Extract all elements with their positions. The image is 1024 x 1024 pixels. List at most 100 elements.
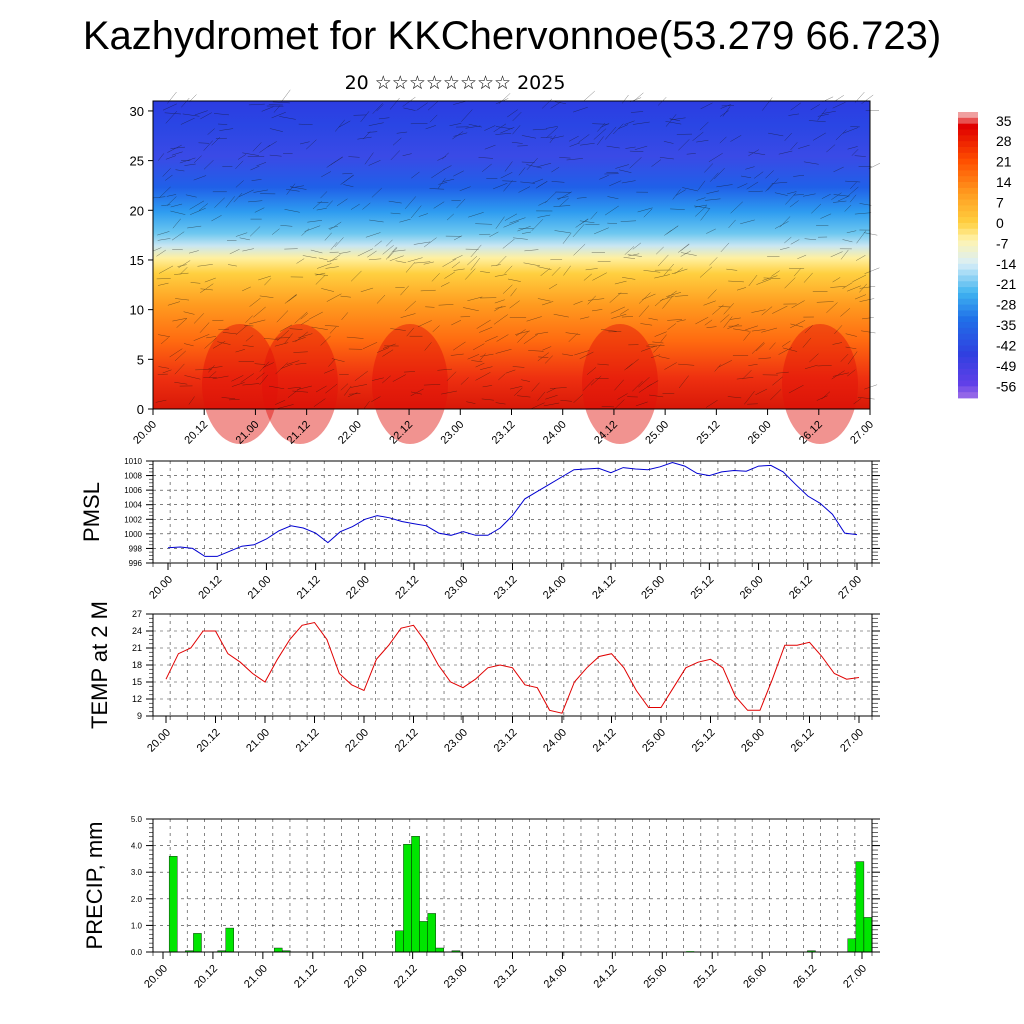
wind-streak (429, 188, 445, 190)
wind-streak (748, 363, 758, 366)
y-tick-label: 18 (132, 660, 142, 670)
wind-streak (606, 145, 620, 149)
wind-streak (425, 125, 436, 130)
wind-streak (582, 379, 595, 391)
wind-streak (809, 353, 819, 363)
wind-streak (221, 397, 236, 399)
wind-streak (452, 131, 464, 140)
wind-streak (335, 119, 345, 132)
wind-streak (620, 220, 637, 222)
wind-streak (500, 172, 513, 179)
wind-streak (503, 220, 519, 228)
y-tick-label: 9 (137, 711, 142, 721)
wind-streak (235, 160, 244, 169)
wind-streak (286, 189, 300, 192)
wind-streak (441, 390, 458, 395)
wind-streak (520, 181, 535, 184)
wind-streak (470, 244, 482, 258)
wind-streak (371, 377, 384, 381)
x-tick-label: 23.00 (442, 574, 470, 602)
wind-streak (461, 109, 473, 122)
wind-streak (195, 369, 212, 371)
wind-streak (656, 246, 664, 255)
wind-streak (512, 111, 522, 122)
wind-streak (253, 189, 269, 193)
colorbar-band (958, 252, 978, 259)
wind-streak (614, 379, 624, 391)
wind-streak (479, 353, 486, 361)
wind-streak (279, 116, 296, 120)
wind-streak (340, 383, 349, 391)
wind-streak (568, 333, 578, 342)
wind-streak (660, 295, 675, 301)
wind-streak (717, 360, 733, 368)
wind-streak (553, 313, 569, 318)
wind-streak (745, 166, 755, 170)
wind-streak (531, 402, 545, 409)
wind-streak (613, 123, 624, 135)
wind-streak (768, 132, 784, 137)
x-tick-label: 20.12 (182, 419, 210, 447)
wind-streak (821, 391, 831, 400)
wind-streak (648, 344, 665, 346)
wind-streak (625, 146, 636, 149)
wind-streak (174, 272, 189, 275)
wind-streak (298, 123, 313, 125)
wind-streak (593, 128, 607, 140)
wind-streak (821, 110, 836, 114)
x-tick-label: 22.12 (393, 574, 421, 602)
wind-streak (591, 309, 603, 312)
wind-streak (624, 363, 633, 371)
wind-streak (755, 343, 765, 352)
wind-streak (269, 128, 283, 132)
wind-streak (538, 356, 549, 358)
wind-streak (431, 168, 446, 179)
wind-streak (231, 375, 244, 382)
wind-streak (502, 238, 515, 249)
wind-streak (404, 300, 417, 312)
wind-streak (751, 309, 766, 313)
wind-streak (249, 226, 261, 237)
colorbar-band (958, 246, 978, 253)
wind-streak (576, 197, 587, 199)
wind-streak (442, 258, 457, 267)
wind-streak (699, 121, 709, 131)
wind-streak (859, 285, 876, 289)
colorbar-band (958, 292, 978, 300)
wind-streak (546, 127, 558, 138)
x-tick-label: 26.12 (791, 963, 819, 991)
wind-streak (403, 371, 416, 373)
wind-streak (761, 327, 778, 333)
wind-streak (213, 113, 230, 116)
wind-streak (200, 112, 212, 120)
wind-streak (245, 315, 253, 323)
wind-streak (400, 285, 409, 296)
wind-streak (680, 244, 690, 252)
wind-streak (769, 342, 776, 350)
wind-streak (551, 166, 560, 173)
y-tick-label: 1004 (124, 501, 142, 510)
wind-streak (833, 194, 848, 197)
wind-streak (286, 294, 297, 303)
wind-streak (494, 299, 505, 304)
wind-streak (169, 348, 183, 358)
x-tick-label: 20.00 (147, 574, 175, 602)
wind-streak (609, 180, 622, 187)
wind-streak (484, 144, 496, 150)
x-tick-label: 24.00 (542, 963, 570, 991)
wind-streak (788, 384, 804, 394)
wind-streak (540, 136, 553, 139)
wind-streak (259, 361, 270, 372)
wind-streak (280, 225, 293, 227)
y-tick-label: 1006 (124, 486, 142, 495)
wind-streak (855, 255, 866, 261)
y-tick-label: 1010 (124, 457, 142, 466)
wind-streak (405, 262, 415, 273)
wind-streak (498, 373, 506, 381)
wind-streak (313, 398, 326, 407)
wind-streak (763, 277, 781, 279)
wind-streak (551, 181, 565, 183)
wind-streak (621, 180, 636, 184)
wind-streak (206, 336, 217, 339)
wind-streak (846, 186, 859, 198)
